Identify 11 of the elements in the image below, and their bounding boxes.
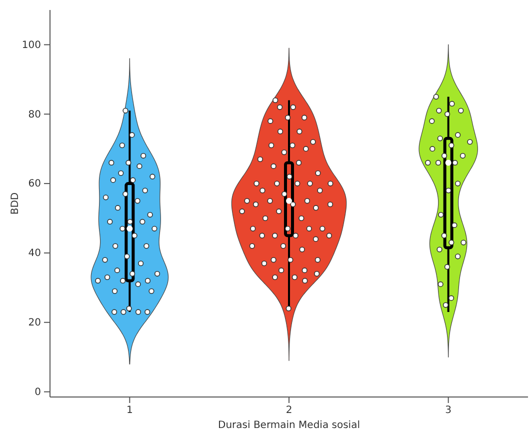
x-tick-label: 2 [286, 405, 292, 416]
x-tick-label: 3 [445, 405, 452, 416]
y-tick-label: 0 [34, 386, 41, 398]
y-tick-label: 100 [22, 40, 41, 51]
y-tick-label: 60 [28, 178, 41, 190]
y-tick-label: 40 [28, 248, 41, 260]
x-tick-label: 1 [126, 405, 133, 416]
y-tick-label: 20 [28, 318, 41, 329]
x-axis-title: Durasi Bermain Media sosial [218, 420, 360, 431]
y-axis-title: BDD [10, 192, 21, 215]
y-tick-label: 80 [28, 109, 41, 120]
